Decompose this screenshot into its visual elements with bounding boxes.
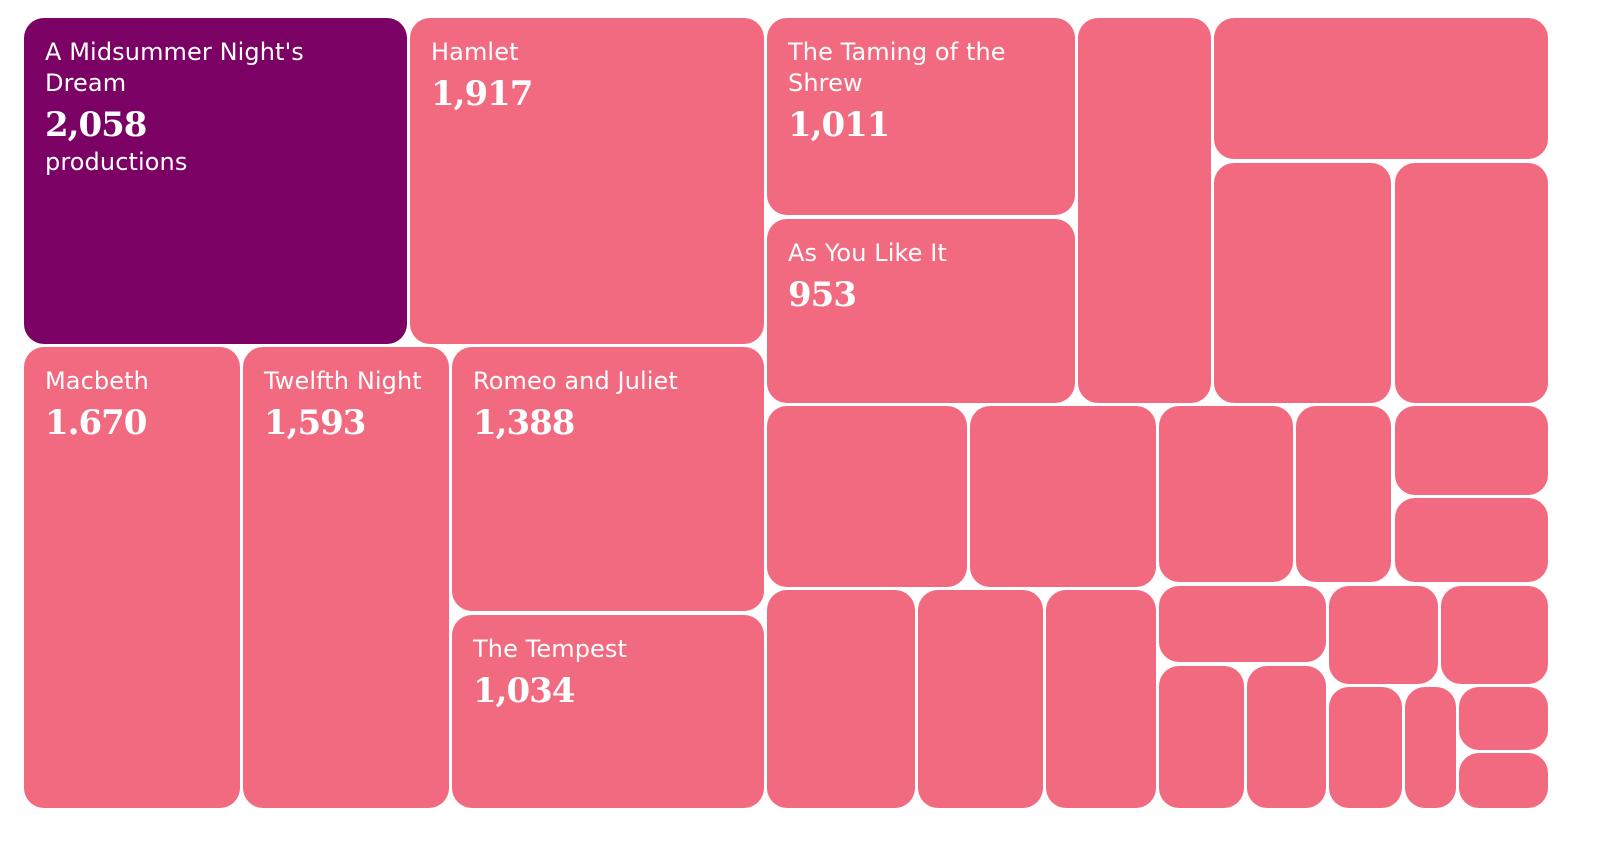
tile-label: Macbeth 1.670: [45, 366, 224, 443]
treemap-tile[interactable]: [1459, 753, 1548, 808]
tile-label: Hamlet 1,917: [431, 37, 748, 114]
tile-label: Romeo and Juliet 1,388: [473, 366, 748, 443]
treemap-tile[interactable]: [1405, 687, 1456, 808]
treemap-tile[interactable]: [1214, 163, 1391, 403]
tile-value: 1,388: [473, 403, 575, 443]
treemap-tile[interactable]: Macbeth 1.670: [24, 347, 240, 808]
treemap-tile[interactable]: Twelfth Night 1,593: [243, 347, 449, 808]
treemap-tile[interactable]: [1395, 406, 1548, 495]
treemap-tile[interactable]: [1395, 163, 1548, 403]
treemap-tile[interactable]: [1441, 586, 1548, 684]
treemap-tile[interactable]: As You Like It 953: [767, 219, 1075, 403]
tile-name: The Tempest: [473, 635, 628, 663]
tile-name: Hamlet: [431, 38, 519, 66]
tile-label: The Taming of the Shrew 1,011: [788, 37, 1059, 145]
tile-value: 1,011: [788, 105, 890, 145]
treemap-tile[interactable]: [1296, 406, 1391, 582]
tile-label: As You Like It 953: [788, 238, 1059, 315]
tile-name: Twelfth Night: [264, 367, 422, 395]
tile-unit: productions: [45, 148, 188, 176]
treemap-tile[interactable]: [1159, 586, 1326, 662]
treemap-tile[interactable]: [767, 590, 915, 808]
treemap-tile[interactable]: [918, 590, 1043, 808]
treemap-tile[interactable]: [1329, 586, 1438, 684]
treemap-tile[interactable]: [1247, 666, 1326, 808]
tile-name: The Taming of the Shrew: [788, 38, 1006, 97]
treemap-tile[interactable]: The Tempest 1,034: [452, 615, 764, 808]
tile-name: Macbeth: [45, 367, 149, 395]
treemap-tile[interactable]: A Midsummer Night's Dream 2,058 production…: [24, 18, 407, 344]
treemap-tile[interactable]: [1046, 590, 1156, 808]
tile-value: 1,917: [431, 74, 533, 114]
treemap-tile[interactable]: [1329, 687, 1402, 808]
tile-value: 1,034: [473, 671, 575, 711]
treemap-tile[interactable]: [1159, 666, 1244, 808]
treemap-tile[interactable]: [1078, 18, 1211, 403]
tile-value: 953: [788, 275, 857, 315]
treemap-tile[interactable]: Romeo and Juliet 1,388: [452, 347, 764, 611]
treemap-tile[interactable]: [970, 406, 1156, 587]
tile-value: 1,593: [264, 403, 366, 443]
tile-label: A Midsummer Night's Dream 2,058 production…: [45, 37, 391, 177]
treemap-tile[interactable]: [1214, 18, 1548, 159]
treemap-tile[interactable]: [1395, 498, 1548, 582]
treemap-tile[interactable]: Hamlet 1,917: [410, 18, 764, 344]
treemap-tile[interactable]: The Taming of the Shrew 1,011: [767, 18, 1075, 215]
treemap-tile[interactable]: [767, 406, 967, 587]
tile-value: 2,058: [45, 105, 147, 145]
tile-name: As You Like It: [788, 239, 947, 267]
treemap-tile[interactable]: [1159, 406, 1293, 582]
tile-value: 1.670: [45, 403, 147, 443]
treemap-tile[interactable]: [1459, 687, 1548, 750]
tile-name: Romeo and Juliet: [473, 367, 678, 395]
tile-label: The Tempest 1,034: [473, 634, 748, 711]
tile-name: A Midsummer Night's Dream: [45, 38, 304, 97]
tile-label: Twelfth Night 1,593: [264, 366, 433, 443]
